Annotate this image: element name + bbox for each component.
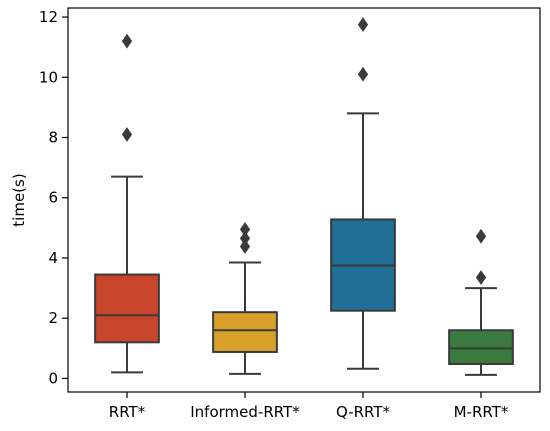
y-tick-label: 10	[39, 68, 58, 86]
box-informed-rrt-	[212, 221, 278, 375]
x-tick-label: RRT*	[109, 403, 146, 421]
plot-frame	[67, 7, 541, 393]
outlier-point	[121, 33, 133, 49]
outlier-point	[121, 127, 133, 142]
y-tick-label: 8	[48, 129, 58, 147]
y-tick-label: 12	[39, 8, 58, 26]
outlier-point	[475, 270, 487, 285]
x-tick-label: Informed-RRT*	[190, 403, 300, 421]
outlier-point	[475, 228, 487, 244]
outlier-point	[239, 231, 251, 246]
y-tick-label: 6	[48, 189, 58, 207]
box-q-rrt-	[330, 17, 396, 370]
outlier-point	[357, 66, 369, 82]
y-axis-ticks: 0 2 4 6 8 10 12	[39, 8, 68, 387]
outlier-point	[239, 221, 251, 237]
box-rrt-	[94, 33, 160, 374]
iqr-box	[448, 329, 514, 365]
iqr-box	[212, 311, 278, 353]
box-m-rrt-	[448, 228, 514, 376]
y-axis-label: time(s)	[10, 173, 28, 226]
iqr-box	[94, 273, 160, 344]
y-tick-label: 4	[48, 249, 58, 267]
outlier-point	[357, 17, 369, 32]
x-tick-label: M-RRT*	[454, 403, 509, 421]
box-series	[94, 17, 514, 376]
x-axis-ticks: RRT* Informed-RRT* Q-RRT* M-RRT*	[109, 392, 509, 421]
y-tick-label: 0	[48, 369, 58, 387]
y-tick-label: 2	[48, 309, 58, 327]
x-tick-label: Q-RRT*	[336, 403, 391, 421]
outlier-point	[239, 239, 251, 254]
